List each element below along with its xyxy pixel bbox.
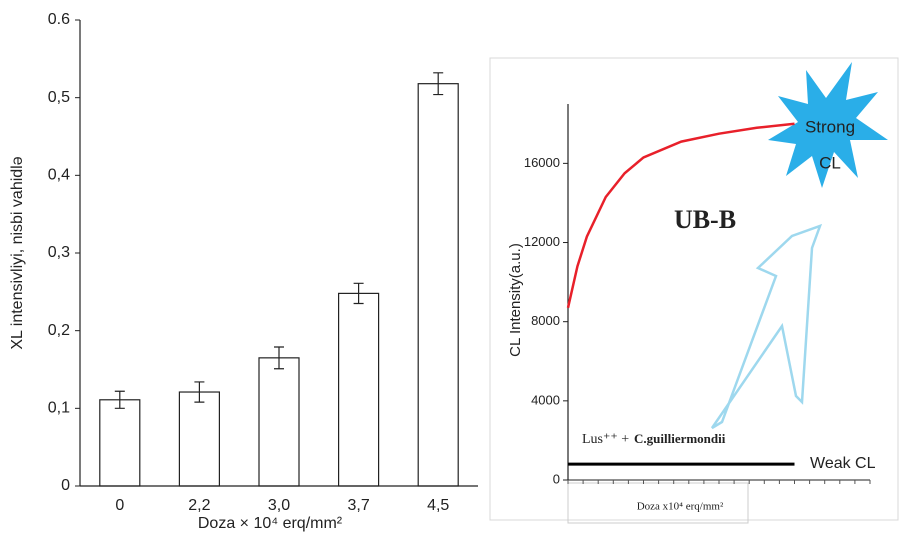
x-tick-label: 3,0: [268, 497, 290, 514]
y-tick-label: 8000: [531, 313, 560, 328]
y-tick-label: 0,5: [48, 89, 70, 106]
bar: [338, 292, 380, 487]
x-axis-label: Doza × 10⁴ erq/mm²: [198, 515, 343, 532]
annotation: Lus⁺⁺ +: [582, 432, 629, 447]
arrow: [710, 223, 823, 430]
y-tick-label: 0: [61, 477, 70, 494]
y-tick-label: 0,2: [48, 322, 70, 339]
bar: [258, 357, 300, 487]
x-tick-label: 0: [115, 497, 124, 514]
y-tick-label: 0,1: [48, 400, 70, 417]
annotation: CL: [819, 153, 841, 172]
error-bar: [274, 346, 284, 370]
y-tick-label: 16000: [524, 155, 560, 170]
strong-burst: [768, 62, 888, 188]
x-tick-label: 3,7: [347, 497, 369, 514]
y-axis-label: XL intensivliyi, nisbi vahidlə: [9, 156, 26, 349]
annotation: Weak CL: [810, 455, 876, 472]
annotation: C.guilliermondii: [634, 431, 726, 446]
y-tick-label: 12000: [524, 234, 560, 249]
y-axis-label: CL Intensity(a.u.): [507, 243, 524, 357]
y-tick-label: 0,3: [48, 244, 70, 261]
annotation: UB-B: [674, 205, 736, 234]
x-tick-label: 2,2: [188, 497, 210, 514]
y-tick-label: 4000: [531, 392, 560, 407]
line-series: [566, 122, 795, 309]
x-label-box: [567, 482, 749, 524]
y-tick-label: 0: [553, 471, 560, 486]
x-axis-label: Doza x10⁴ erq/mm²: [637, 501, 724, 513]
bar: [178, 391, 220, 487]
bar: [417, 83, 459, 487]
x-tick-label: 4,5: [427, 497, 449, 514]
error-bar: [353, 282, 364, 305]
annotation: Strong: [805, 117, 855, 136]
y-tick-label: 0,4: [48, 167, 70, 184]
error-bar: [433, 72, 444, 96]
y-tick-label: 0.6: [48, 11, 70, 28]
panel-frame: [489, 57, 899, 521]
error-bar: [194, 381, 205, 403]
bar: [99, 399, 141, 487]
error-bar: [114, 390, 125, 409]
